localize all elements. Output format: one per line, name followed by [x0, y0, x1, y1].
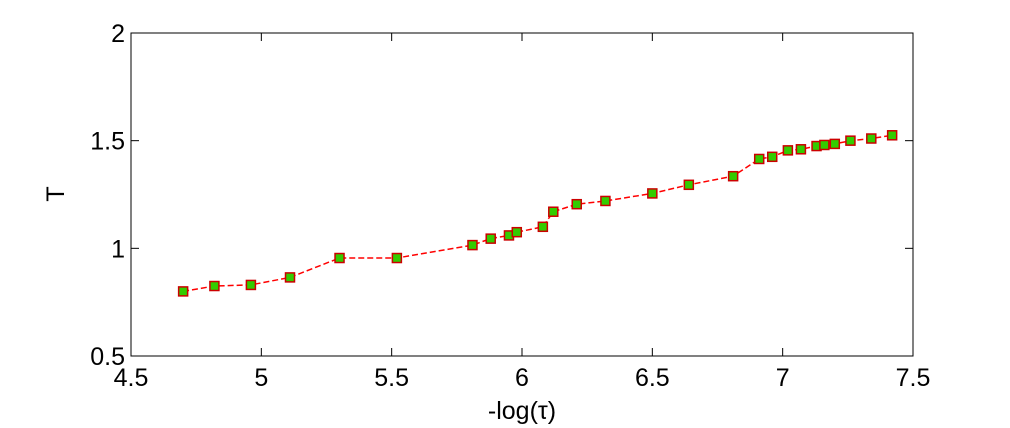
- x-tick-label: 7.5: [896, 364, 931, 392]
- data-point: [782, 145, 794, 156]
- data-point: [511, 226, 523, 238]
- data-point: [209, 280, 220, 292]
- data-point: [284, 272, 296, 283]
- data-point: [334, 252, 345, 264]
- x-axis-label: -log(τ): [488, 397, 556, 425]
- data-point: [819, 139, 830, 151]
- data-point: [845, 135, 856, 146]
- data-point: [177, 286, 189, 297]
- series-lines: [182, 134, 893, 293]
- data-point: [485, 233, 496, 244]
- data-point: [537, 221, 549, 233]
- x-axis: 4.5 5 5.5 6 6.5 7 7.5: [114, 33, 931, 392]
- data-point: [683, 179, 695, 191]
- data-point: [766, 151, 778, 163]
- data-point: [467, 239, 478, 251]
- x-tick-label: 6.5: [635, 364, 670, 392]
- x-tick-label: 5: [254, 364, 268, 392]
- data-point: [829, 138, 841, 150]
- plot-area: [130, 32, 914, 357]
- y-tick-label: 1: [111, 235, 125, 263]
- x-tick-label: 7: [776, 364, 790, 392]
- data-point: [886, 130, 898, 141]
- series-line: [182, 134, 893, 293]
- data-point: [600, 195, 611, 207]
- data-point: [647, 188, 658, 199]
- x-tick-label: 5.5: [374, 364, 409, 392]
- data-point: [245, 279, 257, 291]
- series-markers: [177, 130, 898, 297]
- data-point: [866, 133, 877, 144]
- data-point: [391, 252, 403, 264]
- y-axis-label: T: [42, 186, 70, 201]
- y-tick-label: 2: [111, 20, 125, 48]
- y-tick-label: 1.5: [90, 128, 125, 156]
- data-point: [795, 144, 807, 155]
- y-tick-label: 0.5: [90, 343, 125, 371]
- data-point: [571, 198, 582, 210]
- x-tick-label: 6: [515, 364, 529, 392]
- data-point: [753, 153, 765, 165]
- data-point: [548, 206, 559, 217]
- x-tick-label: 4.5: [114, 364, 149, 392]
- data-point: [727, 170, 739, 182]
- y-axis: 0.5 1 1.5 2: [90, 20, 913, 371]
